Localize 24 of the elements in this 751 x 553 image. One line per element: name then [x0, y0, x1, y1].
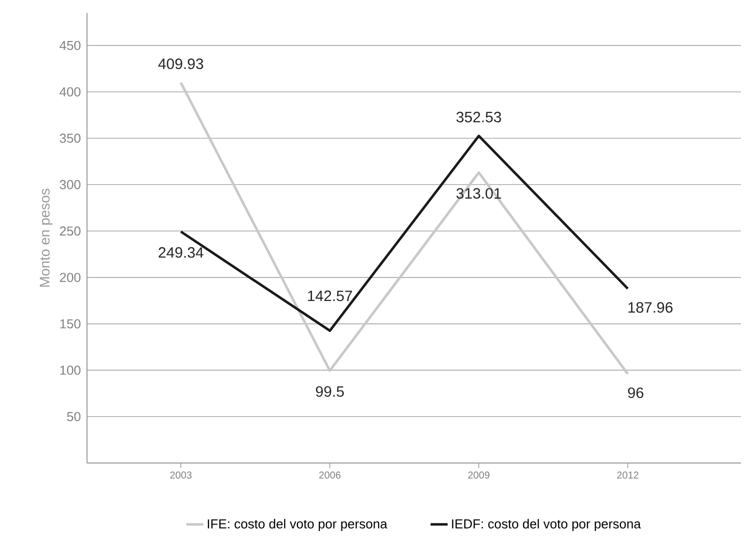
y-tick-label: 300 — [60, 180, 80, 190]
y-tick-label: 450 — [60, 40, 80, 50]
y-tick-label: 150 — [60, 319, 80, 328]
data-label: 352.53 — [456, 112, 502, 122]
x-tick-label: 2003 — [170, 472, 192, 479]
data-label: 99.5 — [316, 386, 344, 397]
data-label: 187.96 — [628, 302, 673, 313]
x-tick-label: 2009 — [468, 472, 490, 479]
data-label: 142.57 — [308, 290, 352, 302]
y-axis-title: Monto en pesos — [40, 188, 52, 287]
data-label: 409.93 — [158, 58, 204, 70]
y-tick-label: 50 — [67, 412, 80, 422]
y-tick-label: 350 — [60, 134, 80, 143]
y-tick-label: 200 — [60, 272, 80, 282]
legend-label: IFE: costo del voto por persona — [208, 518, 388, 532]
y-tick-label: 250 — [60, 226, 80, 236]
data-label: 249.34 — [158, 247, 204, 258]
data-label: 313.01 — [456, 188, 502, 199]
y-tick-label: 100 — [60, 366, 80, 375]
data-label: 96 — [628, 387, 644, 398]
x-tick-label: 2006 — [319, 472, 341, 479]
y-tick-label: 400 — [60, 87, 80, 96]
x-tick-label: 2012 — [617, 472, 638, 479]
legend-label: IEDF: costo del voto por persona — [452, 518, 641, 532]
